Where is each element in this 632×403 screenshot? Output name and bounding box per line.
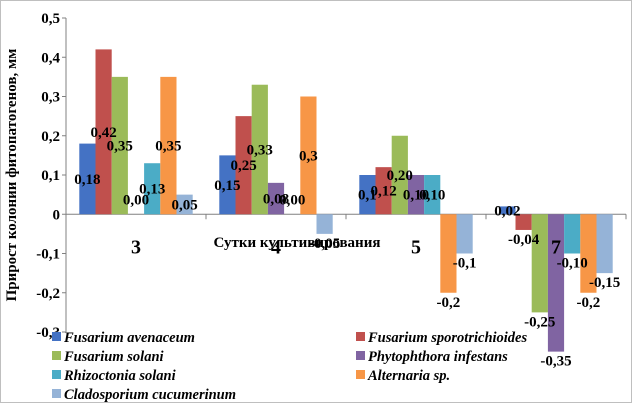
bar [235,116,252,215]
data-label: 0,13 [139,182,165,198]
legend-label: Fusarium sporotrichioides [367,330,527,346]
data-label: -0,04 [508,232,540,248]
legend-label: Phytophthora infestans [368,349,508,365]
bar [391,135,408,215]
data-label: 0,20 [387,168,413,184]
category-label: 5 [411,236,421,258]
data-label: -0,25 [524,314,555,330]
data-label: 0,00 [279,192,305,208]
data-label: 0,10 [419,188,445,204]
data-label: 0,15 [214,178,240,194]
bar [580,214,597,293]
data-label: -0,1 [453,256,477,272]
x-axis-label: Сутки культивирования [214,235,381,251]
y-tick-label: 0 [53,207,61,223]
data-label: -0,10 [557,256,588,272]
bar [596,214,613,274]
bar [531,214,548,313]
bar [300,96,317,215]
legend-label: Rhizoctonia solani [63,368,176,384]
legend-swatch [356,332,365,341]
bar [267,182,285,215]
data-label: 0,35 [155,139,181,155]
y-tick-label: 0,3 [41,90,60,106]
legend-label: Fusarium solani [63,349,164,365]
data-label: 0,1 [358,188,377,204]
data-label: 0,3 [299,148,318,164]
bar [564,214,581,254]
data-label: 0,33 [247,142,273,158]
data-label: -0,15 [589,275,620,291]
bar [547,214,565,352]
y-tick-label: 0,2 [41,129,60,145]
legend-label: Fusarium avenaceum [63,330,195,346]
data-label: 0,42 [90,125,116,141]
category-label: 7 [551,236,561,258]
bar [251,84,268,215]
y-tick-label: 0,1 [41,168,60,184]
data-label: 0,05 [171,197,197,213]
bar [95,49,112,215]
bar [79,143,96,215]
legend-swatch [52,370,61,379]
bar [424,175,441,215]
legend-label: Alternaria sp. [367,368,450,384]
y-tick-label: -0,2 [36,286,60,302]
bar [111,76,128,215]
legend-swatch [356,370,365,379]
data-label: 0,18 [74,172,100,188]
data-label: 0,08 [263,192,289,208]
data-label: -0,05 [309,236,340,252]
y-tick-label: 0,4 [41,50,60,66]
y-tick-label: -0,1 [36,247,60,263]
data-label: -0,2 [437,295,461,311]
data-label: -0,35 [540,354,571,370]
category-label: 4 [271,236,281,258]
legend-swatch [356,351,365,360]
data-label: 0,25 [230,158,256,174]
bar [456,214,473,254]
bar [144,163,161,215]
bar [407,175,425,215]
data-label: 0,10 [403,188,429,204]
data-label: 0,35 [107,139,133,155]
y-axis-label: Прирост колонии фитопатогенов, мм [4,49,20,302]
bar [359,175,376,215]
bar [219,155,236,215]
data-label: 0,12 [370,184,396,200]
bar [176,194,193,215]
data-label: -0,2 [577,295,601,311]
bar [515,214,532,230]
bar [160,76,177,215]
bar [499,206,516,215]
y-tick-label: 0,5 [41,11,60,27]
category-label: 3 [131,236,141,258]
bar [440,214,457,293]
data-label: 0,02 [494,203,520,219]
legend-label: Cladosporium cucumerinum [64,387,236,403]
bar [316,214,333,234]
legend-swatch [52,351,61,360]
legend-swatch [52,332,61,341]
bar [375,167,392,215]
data-label: 0,00 [123,192,149,208]
legend-swatch [52,389,61,398]
